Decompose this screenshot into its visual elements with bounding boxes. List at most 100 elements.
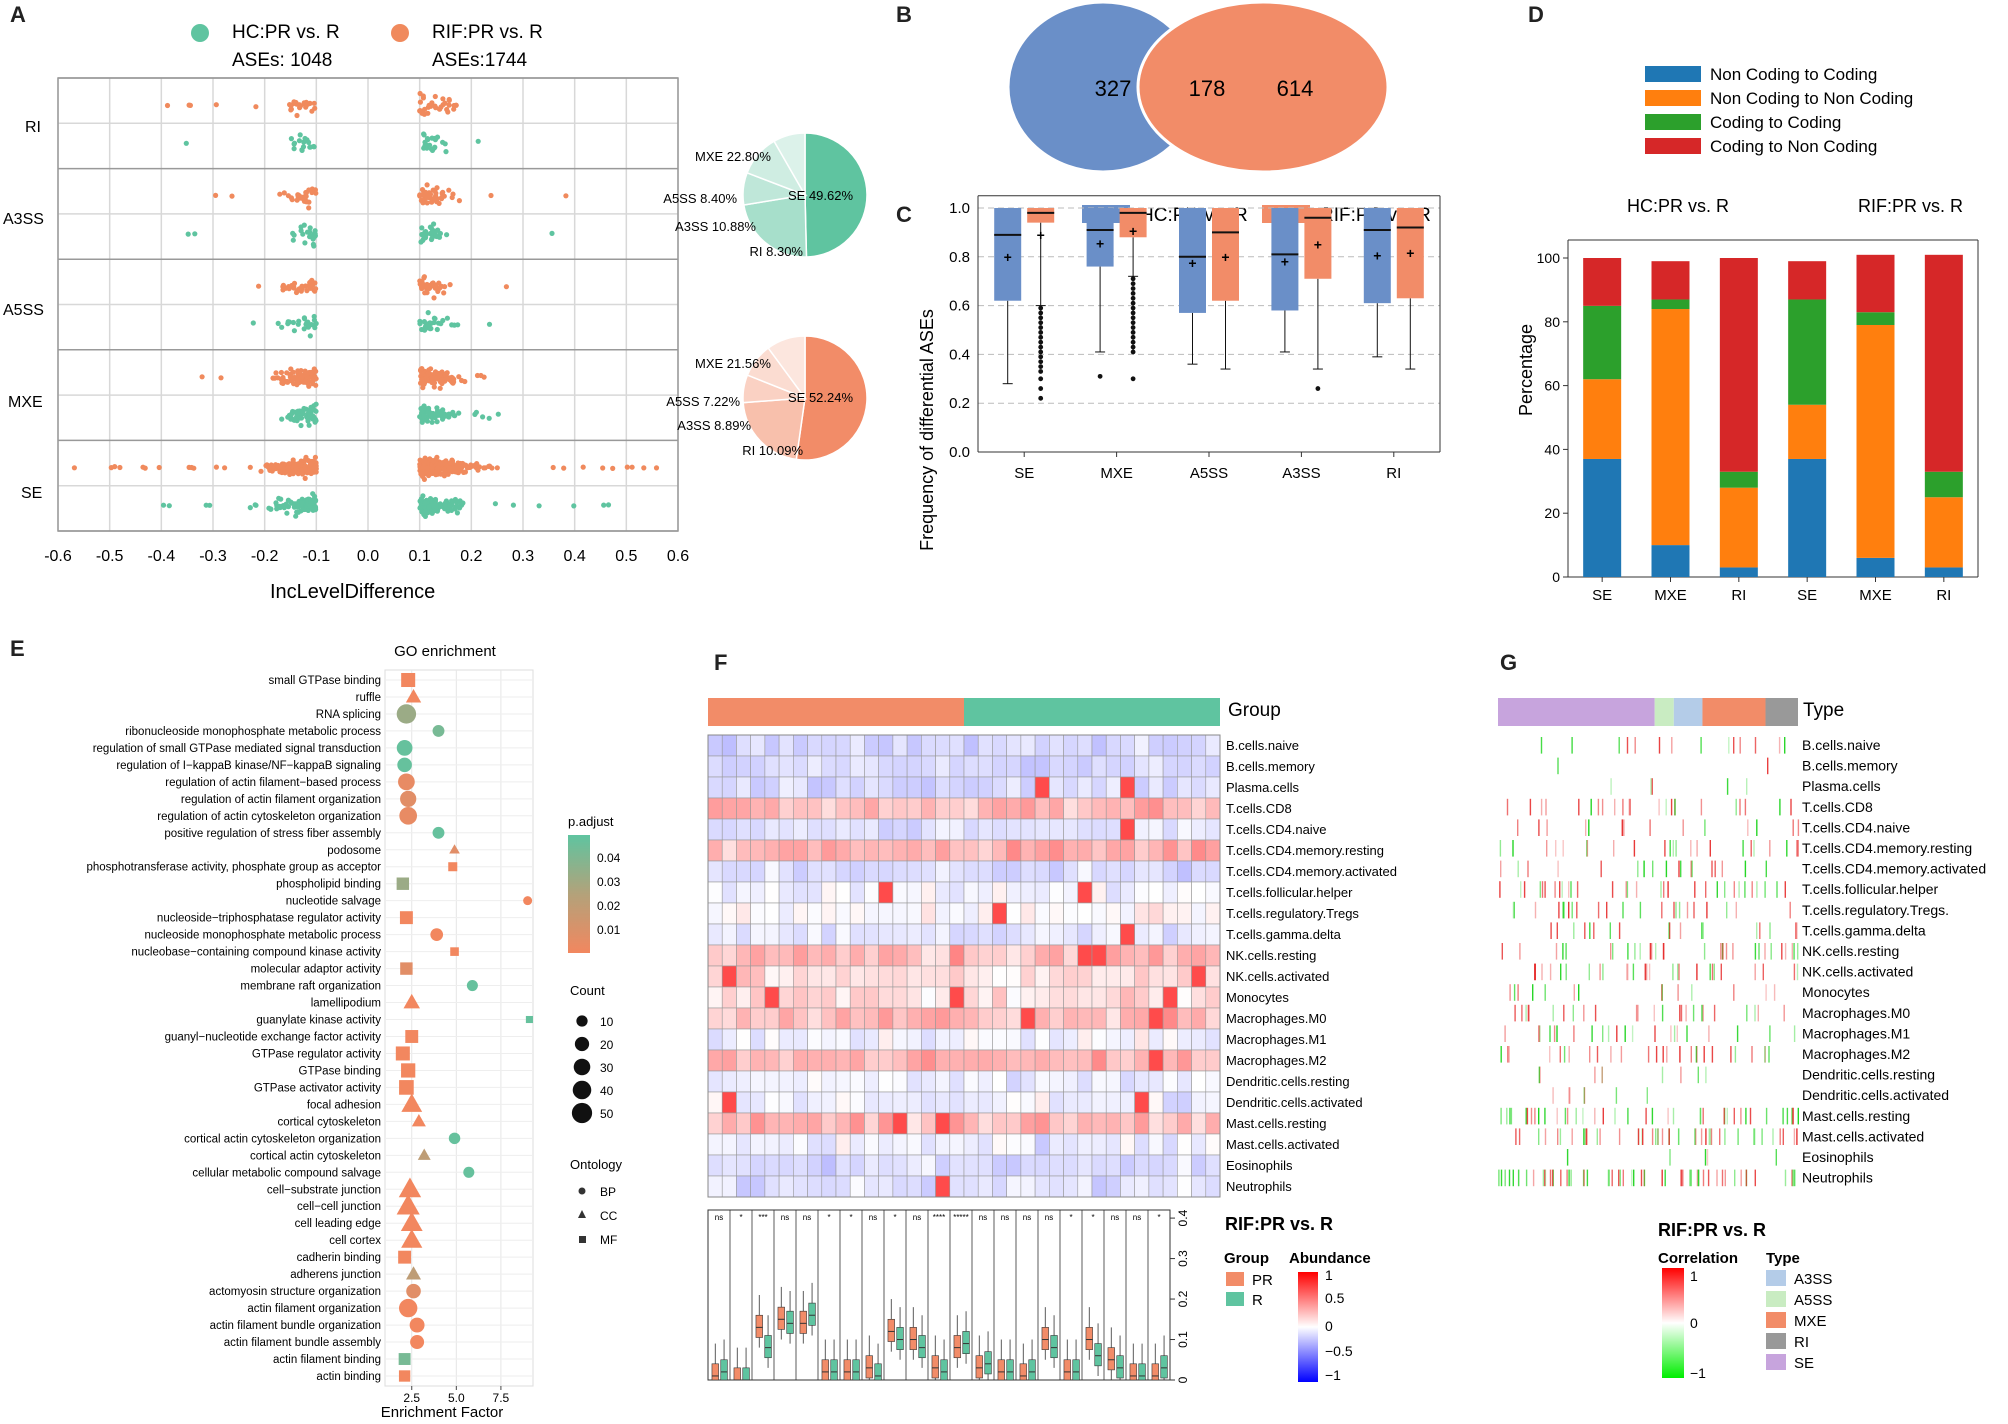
heatmap-cell xyxy=(878,986,894,1009)
heatmap-cell xyxy=(1191,776,1207,799)
heatmap-cell xyxy=(1049,1133,1064,1156)
heatmap-cell xyxy=(963,818,979,841)
go-point xyxy=(396,1194,420,1215)
swarm-point xyxy=(422,290,428,296)
swarm-point xyxy=(273,370,279,376)
heatmap-cell xyxy=(977,776,993,799)
heatmap-cell xyxy=(1063,860,1079,883)
heatmap-stripe xyxy=(1665,798,1667,816)
swarm-point xyxy=(422,327,428,333)
x-tick-label: 0.4 xyxy=(564,548,586,565)
heatmap-cell xyxy=(878,1154,894,1177)
heatmap-stripe xyxy=(1784,737,1786,754)
heatmap-cell xyxy=(1134,797,1150,820)
type-bar-segment xyxy=(1498,698,1655,726)
go-point xyxy=(432,826,445,839)
swarm-point xyxy=(301,379,308,385)
heatmap-cell xyxy=(750,1175,766,1198)
swarm-point xyxy=(312,325,318,331)
heatmap-stripe xyxy=(1544,1128,1547,1145)
heatmap-cell xyxy=(1162,1154,1178,1177)
box xyxy=(1094,1343,1102,1367)
heatmap-cell xyxy=(764,902,780,925)
outlier-point xyxy=(1130,376,1136,382)
heatmap-stripe xyxy=(1695,1046,1698,1063)
heatmap-cell xyxy=(1177,1049,1192,1072)
heatmap-cell xyxy=(849,1028,865,1051)
heatmap-cell xyxy=(1034,881,1050,904)
heatmap-stripe xyxy=(1569,1087,1571,1104)
swarm-point xyxy=(247,505,253,511)
heatmap-cell xyxy=(1148,734,1164,757)
pie-label: A5SS 7.22% xyxy=(666,394,740,409)
heatmap-cell xyxy=(977,1175,993,1198)
swarm-point xyxy=(307,225,313,231)
go-point xyxy=(397,757,412,773)
swarm-point xyxy=(425,310,431,316)
x-tick-label: -0.3 xyxy=(199,548,227,565)
type-legend-label: A3SS xyxy=(1794,1271,1832,1288)
legend-swatch xyxy=(1645,114,1701,130)
heatmap-cell xyxy=(707,923,723,946)
swarm-point xyxy=(427,142,433,148)
swarm-point xyxy=(605,502,612,508)
heatmap-cell xyxy=(1049,1091,1064,1114)
box xyxy=(755,1314,763,1338)
heatmap-cell xyxy=(1091,734,1107,757)
venn-mid-count: 178 xyxy=(1189,76,1226,101)
heatmap-cell xyxy=(750,1133,766,1156)
heatmap-cell xyxy=(949,965,965,988)
swarm-point xyxy=(308,370,314,376)
heatmap-stripe xyxy=(1662,943,1665,960)
heatmap-stripe xyxy=(1583,1087,1585,1104)
heatmap-cell xyxy=(736,839,751,862)
heatmap-stripe xyxy=(1538,1066,1540,1084)
heatmap-stripe xyxy=(1672,840,1674,857)
legend-g-corr-0: 1 xyxy=(1690,1268,1698,1284)
heatmap-stripe xyxy=(1614,1107,1616,1125)
heatmap-stripe xyxy=(1764,943,1766,960)
heatmap-cell xyxy=(963,1028,979,1051)
swarm-point xyxy=(426,405,432,411)
heatmap-stripe xyxy=(1706,901,1708,919)
heatmap-cell xyxy=(1191,1049,1207,1072)
swarm-point xyxy=(422,234,428,240)
swarm-point xyxy=(290,376,296,382)
heatmap-cell xyxy=(921,734,936,757)
swarm-point xyxy=(437,106,443,112)
heatmap-cell xyxy=(935,839,951,862)
heatmap-cell xyxy=(1134,755,1150,778)
heatmap-stripe xyxy=(1713,1004,1716,1022)
heatmap-stripe xyxy=(1557,1128,1559,1145)
heatmap-cell xyxy=(1077,1070,1093,1093)
y-tick-label: 0 xyxy=(1176,1376,1190,1383)
heatmap-cell xyxy=(1077,1175,1093,1198)
heatmap-stripe xyxy=(1586,840,1588,857)
heatmap-cell xyxy=(1177,923,1192,946)
heatmap-cell xyxy=(878,1049,894,1072)
mean-marker: + xyxy=(1037,227,1045,243)
y-tick-label: 0.8 xyxy=(949,249,970,266)
heatmap-stripe xyxy=(1534,901,1537,919)
heatmap-stripe xyxy=(1720,943,1722,960)
heatmap-cell xyxy=(793,1175,808,1198)
heatmap-cell xyxy=(1162,860,1178,883)
heatmap-cell xyxy=(949,986,965,1009)
pie-hc: SE 49.62%MXE 22.80%A5SS 8.40%A3SS 10.88%… xyxy=(663,132,868,259)
heatmap-cell xyxy=(1177,734,1192,757)
panel-f-rowlabels: B.cells.naiveB.cells.memoryPlasma.cellsT… xyxy=(1226,738,1397,1194)
stacked-bar-segment xyxy=(1856,254,1895,313)
heatmap-cell xyxy=(821,1007,837,1030)
box xyxy=(764,1335,772,1359)
heatmap-stripe xyxy=(1584,922,1586,939)
heatmap-cell xyxy=(1205,1154,1221,1177)
swarm-point xyxy=(166,503,172,509)
swarm-point xyxy=(440,189,446,195)
heatmap-cell xyxy=(935,986,951,1009)
heatmap-cell xyxy=(864,902,879,925)
heatmap-stripe xyxy=(1633,840,1636,857)
heatmap-cell xyxy=(821,944,837,967)
heatmap-cell xyxy=(878,1028,894,1051)
heatmap-cell xyxy=(1020,797,1036,820)
heatmap-cell xyxy=(963,923,979,946)
